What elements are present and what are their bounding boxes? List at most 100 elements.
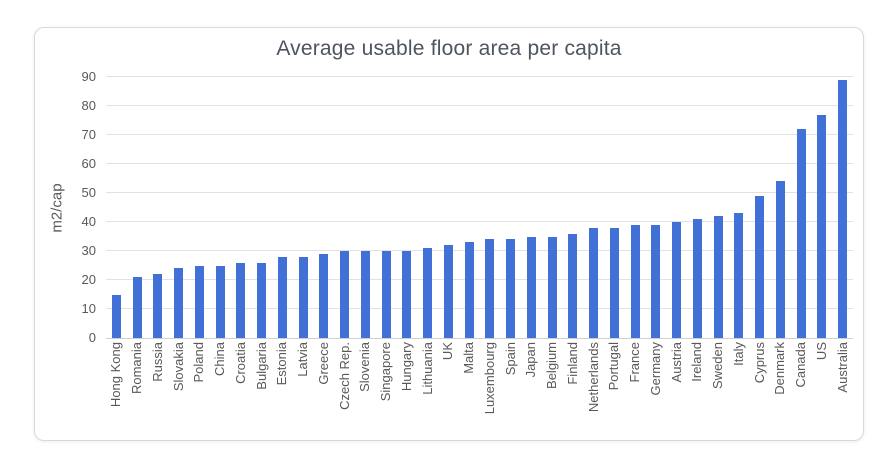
bar-malta bbox=[464, 242, 474, 338]
bar-slot bbox=[791, 77, 812, 338]
bar-series bbox=[106, 77, 853, 338]
bar-belgium bbox=[547, 236, 557, 338]
y-tick-label: 20 bbox=[81, 272, 96, 287]
bar-slot bbox=[729, 77, 750, 338]
gridline-20 bbox=[106, 279, 853, 280]
bar-slot bbox=[521, 77, 542, 338]
y-tick-label: 50 bbox=[81, 185, 96, 200]
x-tick-label: Denmark bbox=[772, 342, 788, 395]
bar-slot bbox=[127, 77, 148, 338]
bar-japan bbox=[526, 236, 536, 338]
bar-romania bbox=[132, 277, 142, 338]
x-tick-label: Luxembourg bbox=[481, 342, 497, 415]
bar-australia bbox=[838, 79, 848, 338]
x-tick-label: Hungary bbox=[398, 342, 414, 392]
bar-portugal bbox=[609, 227, 619, 338]
bar-slot bbox=[106, 77, 127, 338]
bar-luxembourg bbox=[485, 239, 495, 338]
y-tick-label: 40 bbox=[81, 214, 96, 229]
bar-slot bbox=[231, 77, 252, 338]
bar-bulgaria bbox=[257, 262, 267, 338]
bar-slot bbox=[334, 77, 355, 338]
bar-slot bbox=[625, 77, 646, 338]
x-tick-label: Croatia bbox=[232, 342, 248, 384]
x-tick-label: Sweden bbox=[710, 342, 726, 389]
chart-title: Average usable floor area per capita bbox=[276, 37, 622, 60]
bar-greece bbox=[319, 253, 329, 338]
bar-croatia bbox=[236, 262, 246, 338]
y-tick-label: 30 bbox=[81, 243, 96, 258]
x-tick-label: US bbox=[813, 342, 829, 361]
y-tick-label: 70 bbox=[81, 127, 96, 142]
bar-slovakia bbox=[174, 268, 184, 338]
bar-slot bbox=[604, 77, 625, 338]
bar-slot bbox=[563, 77, 584, 338]
y-tick-label: 10 bbox=[81, 301, 96, 316]
bar-hong-kong bbox=[111, 294, 121, 338]
bar-ireland bbox=[692, 219, 702, 338]
x-tick-label: France bbox=[627, 342, 643, 383]
bar-hungary bbox=[402, 251, 412, 338]
bar-russia bbox=[153, 274, 163, 338]
bar-slot bbox=[272, 77, 293, 338]
y-tick-label: 60 bbox=[81, 156, 96, 171]
x-tick-label: Malta bbox=[461, 342, 477, 374]
x-tick-label: UK bbox=[440, 342, 456, 361]
bar-slot bbox=[189, 77, 210, 338]
bar-cyprus bbox=[755, 195, 765, 338]
bar-spain bbox=[506, 239, 516, 338]
bar-us bbox=[817, 114, 827, 338]
bar-slot bbox=[459, 77, 480, 338]
bar-slot bbox=[749, 77, 770, 338]
x-tick-label: Japan bbox=[523, 342, 539, 378]
bar-slot bbox=[438, 77, 459, 338]
chart-frame: Average usable floor area per capita m2/… bbox=[34, 27, 864, 441]
bar-italy bbox=[734, 213, 744, 338]
bar-finland bbox=[568, 233, 578, 338]
x-tick-label: Lithuania bbox=[419, 342, 435, 395]
x-tick-label: Greece bbox=[315, 342, 331, 385]
bar-slovenia bbox=[360, 251, 370, 338]
y-tick-label: 90 bbox=[81, 69, 96, 84]
bar-sweden bbox=[713, 216, 723, 338]
bar-france bbox=[630, 224, 640, 338]
bar-slot bbox=[542, 77, 563, 338]
x-tick-label: Finland bbox=[564, 342, 580, 385]
bar-netherlands bbox=[589, 227, 599, 338]
gridline-60 bbox=[106, 163, 853, 164]
bar-slot bbox=[251, 77, 272, 338]
bar-estonia bbox=[277, 256, 287, 338]
gridline-30 bbox=[106, 250, 853, 251]
x-tick-label: Singapore bbox=[378, 342, 394, 402]
bar-poland bbox=[194, 265, 204, 338]
bar-slot bbox=[708, 77, 729, 338]
x-tick-label: Germany bbox=[647, 342, 663, 396]
bar-slot bbox=[812, 77, 833, 338]
x-tick-label: Ireland bbox=[689, 342, 705, 382]
x-tick-label: Latvia bbox=[295, 342, 311, 377]
bar-slot bbox=[687, 77, 708, 338]
gridline-40 bbox=[106, 221, 853, 222]
bar-slot bbox=[666, 77, 687, 338]
x-tick-label: Austria bbox=[668, 342, 684, 383]
y-tick-label: 0 bbox=[88, 330, 96, 345]
x-tick-label: Hong Kong bbox=[108, 342, 124, 408]
x-tick-label: Canada bbox=[793, 342, 809, 388]
gridline-80 bbox=[106, 105, 853, 106]
bar-denmark bbox=[775, 181, 785, 338]
bar-slot bbox=[168, 77, 189, 338]
bar-germany bbox=[651, 224, 661, 338]
x-tick-label: Belgium bbox=[544, 342, 560, 389]
gridline-50 bbox=[106, 192, 853, 193]
bar-slot bbox=[646, 77, 667, 338]
x-tick-label: Australia bbox=[834, 342, 850, 393]
x-tick-label: Italy bbox=[730, 342, 746, 366]
x-tick-label: Czech Rep. bbox=[336, 342, 352, 410]
bar-singapore bbox=[381, 251, 391, 338]
x-tick-label: Spain bbox=[502, 342, 518, 376]
gridline-90 bbox=[106, 76, 853, 77]
bar-slot bbox=[210, 77, 231, 338]
bar-lithuania bbox=[423, 248, 433, 338]
y-tick-label: 80 bbox=[81, 98, 96, 113]
